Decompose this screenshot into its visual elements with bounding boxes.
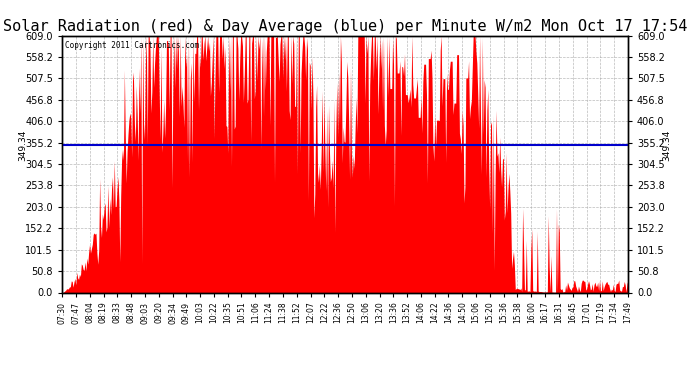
Title: Solar Radiation (red) & Day Average (blue) per Minute W/m2 Mon Oct 17 17:54: Solar Radiation (red) & Day Average (blu…: [3, 20, 687, 34]
Text: 349.34: 349.34: [19, 129, 28, 161]
Text: Copyright 2011 Cartronics.com: Copyright 2011 Cartronics.com: [65, 41, 199, 50]
Text: 349.34: 349.34: [662, 129, 671, 161]
